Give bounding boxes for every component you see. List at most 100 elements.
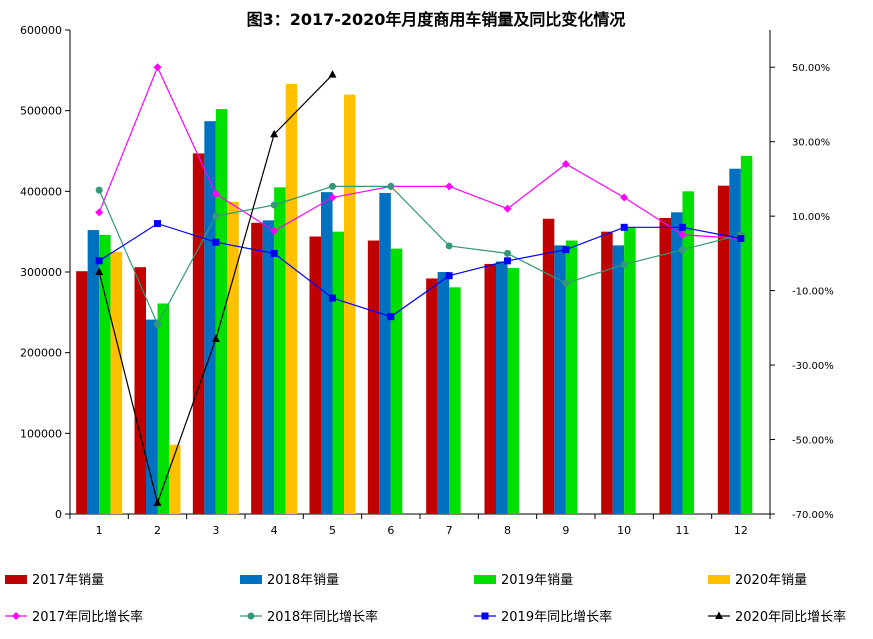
bar-2018-5 [321, 192, 333, 514]
bar-2019-3 [215, 109, 228, 514]
bar-2018-3 [204, 121, 216, 515]
bar-2019-1 [99, 234, 111, 515]
x-tick-label: 11 [676, 524, 690, 537]
legend-label: 2017年同比增长率 [32, 609, 143, 625]
bar-2019-5 [332, 231, 344, 514]
bar-2018-4 [262, 220, 275, 514]
bar-2019-9 [565, 240, 578, 515]
bar-2018-6 [379, 192, 391, 515]
bar-2018-8 [496, 261, 508, 514]
bar-2020-4 [285, 84, 298, 515]
y-right-tick-label: -70.00% [792, 510, 834, 521]
y-right-tick-label: -50.00% [792, 436, 834, 447]
bar-2019-6 [390, 248, 403, 514]
point-2017-1 [95, 208, 104, 217]
point-2018-11 [679, 246, 686, 254]
line-series-2017 [98, 65, 741, 240]
bar-2020-1 [110, 251, 123, 515]
x-tick-label: 10 [617, 524, 631, 537]
bar-2017-4 [251, 222, 263, 514]
legend-swatch-bar [708, 575, 730, 584]
bar-2018-12 [729, 168, 741, 514]
legend-label: 2020年销量 [735, 573, 807, 588]
point-2017-11 [678, 230, 687, 239]
point-2019-2 [154, 220, 161, 228]
point-2019-6 [387, 313, 395, 321]
point-2018-9 [562, 279, 570, 287]
legend-marker [715, 611, 723, 619]
x-tick-label: 7 [446, 524, 453, 537]
legend-swatch-bar [5, 575, 27, 584]
point-2019-8 [504, 257, 511, 265]
point-2019-12 [737, 234, 745, 242]
legend-label: 2020年同比增长率 [735, 609, 846, 625]
y-right-tick-label: -10.00% [792, 287, 834, 298]
point-2017-3 [211, 189, 220, 198]
y-right-tick-label: 10.00% [792, 212, 830, 223]
point-2020-5 [328, 70, 337, 78]
point-2019-5 [329, 294, 336, 302]
y-right-tick-label: 50.00% [792, 63, 830, 74]
bar-2020-2 [169, 444, 181, 514]
y-left-tick-label: 300000 [20, 266, 62, 279]
bar-2018-1 [87, 230, 100, 514]
bar-2017-7 [426, 278, 438, 514]
point-2018-5 [329, 182, 336, 190]
bar-2018-9 [554, 245, 566, 514]
bar-2017-11 [659, 217, 671, 514]
point-2019-7 [445, 272, 453, 280]
bar-2017-3 [192, 153, 205, 515]
point-2020-4 [270, 129, 279, 138]
bar-2019-7 [449, 287, 461, 514]
bar-2017-5 [309, 236, 321, 515]
y-left-tick-label: 100000 [20, 427, 62, 440]
y-left-tick-label: 0 [55, 508, 62, 521]
x-tick-label: 5 [329, 524, 336, 537]
point-2017-9 [561, 160, 570, 169]
legend-label: 2018年销量 [267, 573, 339, 588]
point-2019-1 [95, 257, 103, 265]
point-2018-10 [620, 261, 628, 269]
bar-2018-2 [146, 319, 158, 514]
point-2018-3 [212, 212, 220, 220]
bar-2020-3 [227, 201, 239, 514]
bar-2017-9 [542, 218, 555, 514]
x-tick-label: 9 [562, 524, 569, 537]
legend-label: 2019年销量 [501, 573, 573, 588]
x-tick-label: 1 [96, 524, 103, 537]
legend-swatch-bar [474, 575, 496, 584]
legend-marker [247, 612, 255, 620]
legend-marker [481, 612, 489, 620]
line-series-2019 [98, 222, 741, 318]
y-right-tick-label: -30.00% [792, 361, 834, 372]
legend-label: 2018年同比增长率 [267, 609, 378, 625]
bar-2017-6 [367, 240, 380, 515]
bar-2018-11 [671, 212, 683, 514]
y-left-tick-label: 600000 [20, 24, 62, 37]
point-2019-3 [212, 238, 220, 246]
point-2018-8 [504, 249, 511, 257]
x-tick-label: 8 [504, 524, 511, 537]
bar-2017-8 [484, 263, 496, 514]
bar-2019-2 [157, 303, 169, 514]
point-2019-11 [679, 223, 686, 231]
point-2017-8 [503, 204, 512, 213]
x-tick-label: 3 [212, 524, 219, 537]
bar-2018-10 [612, 245, 625, 514]
point-2018-1 [95, 186, 103, 194]
point-2017-2 [153, 63, 162, 72]
chart-title: 图3：2017-2020年月度商用车销量及同比变化情况 [247, 10, 626, 29]
legend-swatch-bar [240, 575, 262, 584]
line-series-2018 [98, 185, 741, 326]
bar-2019-11 [682, 191, 694, 515]
legend-label: 2019年同比增长率 [501, 609, 612, 625]
y-right-tick-label: 30.00% [792, 138, 830, 149]
legend: 2017年销量 2018年销量 2019年销量 2020年销量 2017年同比增长率 20… [5, 573, 846, 625]
legend-label: 2017年销量 [32, 573, 104, 588]
point-2019-9 [562, 246, 570, 254]
y-left-tick-label: 500000 [20, 105, 62, 118]
bar-2017-12 [717, 185, 730, 515]
legend-marker [12, 612, 20, 620]
x-tick-label: 2 [154, 524, 161, 537]
